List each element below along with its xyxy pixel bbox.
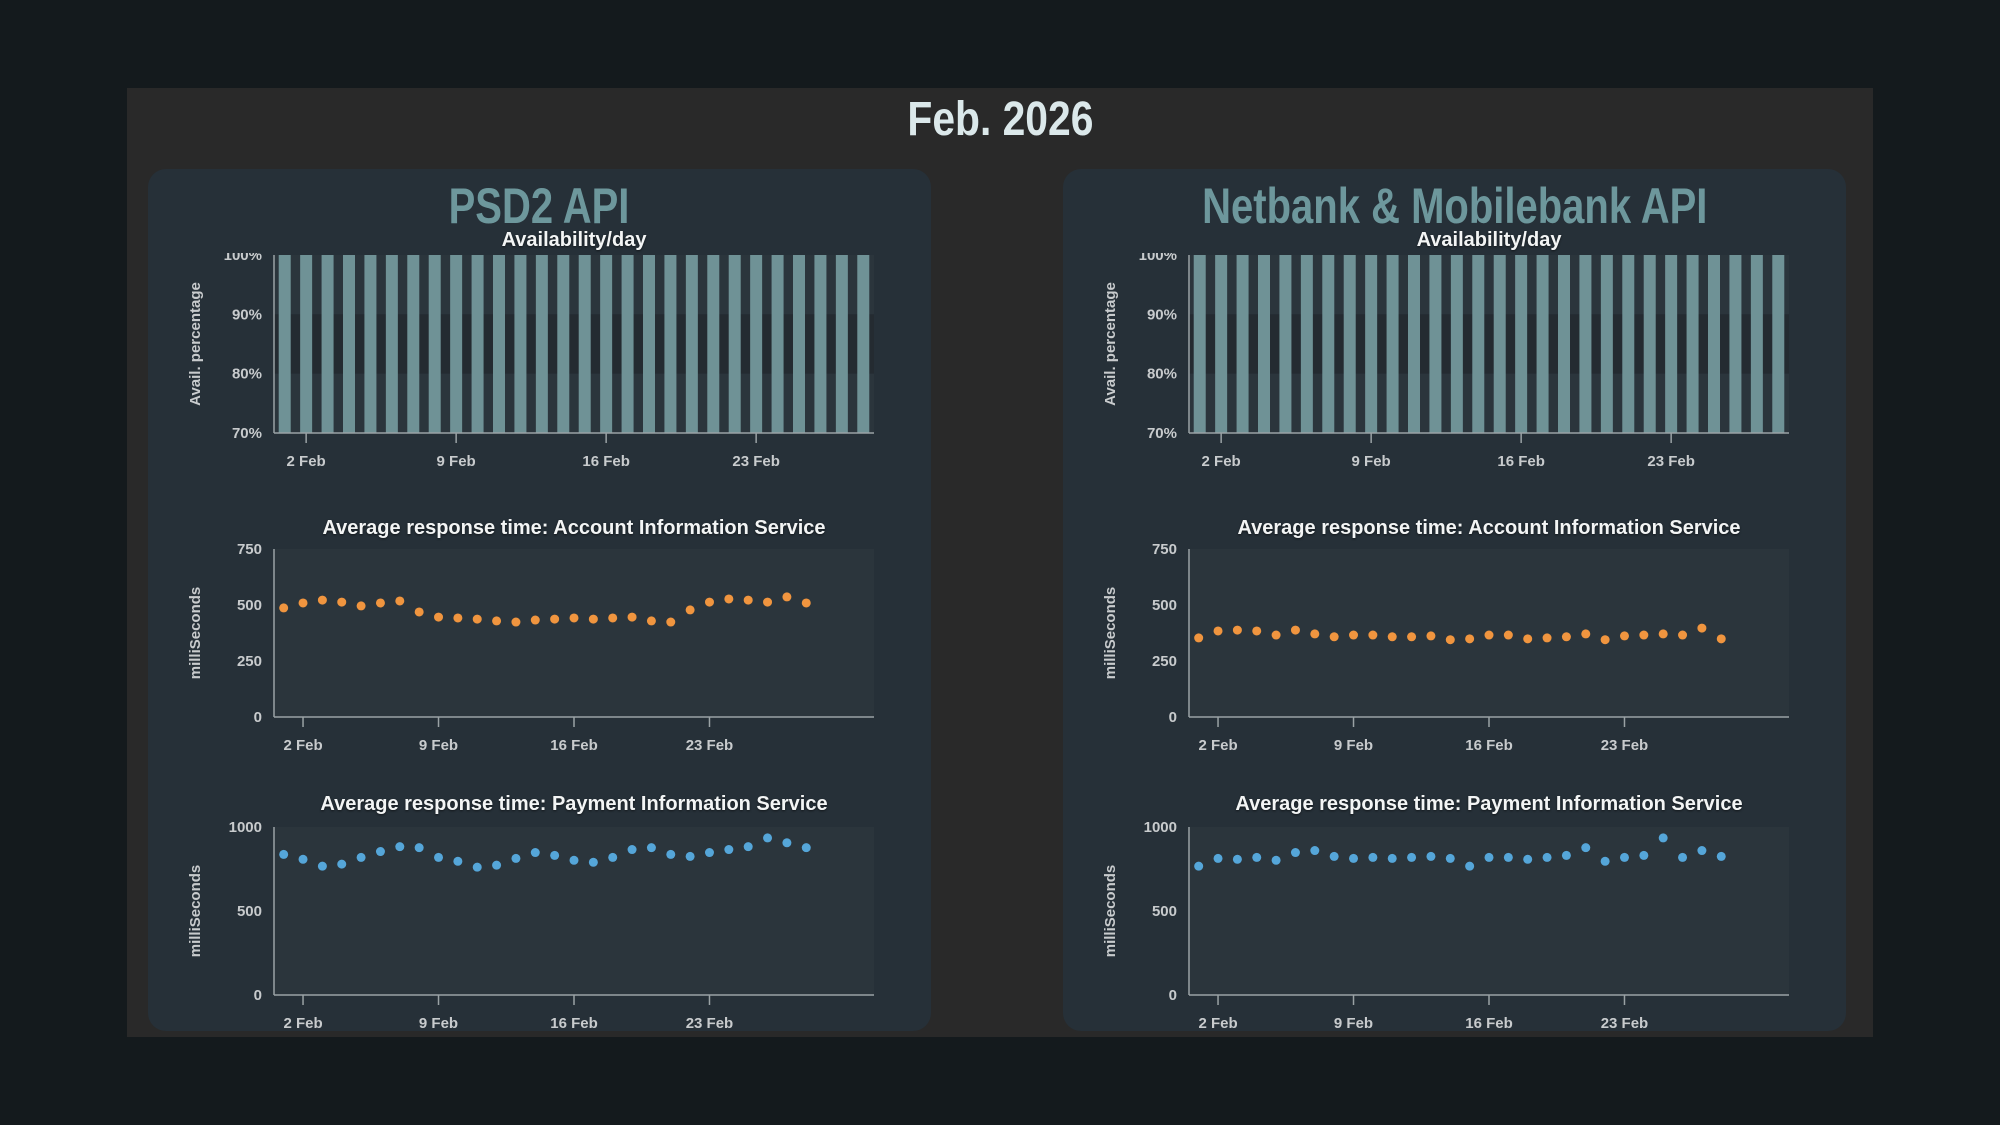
svg-text:9 Feb: 9 Feb — [1334, 1015, 1373, 1032]
svg-text:100%: 100% — [1139, 253, 1177, 264]
dashboard-container: Feb. 2026 PSD2 API Availability/day 100%… — [127, 88, 1873, 1037]
svg-text:milliSeconds: milliSeconds — [1102, 587, 1119, 680]
svg-text:500: 500 — [1152, 597, 1177, 614]
svg-text:500: 500 — [237, 597, 262, 614]
svg-text:23 Feb: 23 Feb — [1601, 737, 1649, 754]
panel-psd2-api: PSD2 API Availability/day 100% 90% 80% 70% 2… — [148, 169, 931, 1032]
svg-text:1000: 1000 — [1144, 819, 1177, 836]
svg-text:2 Feb: 2 Feb — [283, 737, 322, 754]
svg-text:250: 250 — [237, 653, 262, 670]
psd2-pis-scatter-chart[interactable]: 1000 500 0 2 Feb 9 Feb 16 Feb 23 Feb milliSecon… — [148, 819, 930, 1035]
svg-text:250: 250 — [1152, 653, 1177, 670]
svg-text:9 Feb: 9 Feb — [437, 453, 476, 469]
svg-text:Avail. percentage: Avail. percentage — [1102, 282, 1119, 406]
svg-text:Avail. percentage: Avail. percentage — [187, 282, 204, 406]
svg-text:16 Feb: 16 Feb — [1465, 1015, 1513, 1032]
svg-text:2 Feb: 2 Feb — [1198, 737, 1237, 754]
netbank-availability-bar-chart[interactable]: 100% 90% 80% 70% 2 Feb 9 Feb 16 Feb 23 Feb Avail… — [1063, 247, 1845, 470]
netbank-pis-scatter-chart[interactable]: 1000 500 0 2 Feb 9 Feb 16 Feb 23 Feb milliSecon… — [1063, 819, 1845, 1035]
svg-text:16 Feb: 16 Feb — [550, 737, 598, 754]
svg-text:500: 500 — [1152, 903, 1177, 920]
svg-text:23 Feb: 23 Feb — [686, 1015, 734, 1032]
netbank-pis-title: Average response time: Payment Informati… — [1235, 793, 1743, 815]
svg-text:9 Feb: 9 Feb — [1352, 453, 1391, 469]
svg-text:70%: 70% — [232, 425, 262, 442]
netbank-ais-scatter-chart[interactable]: 750 500 250 0 2 Feb 9 Feb 16 Feb 23 Feb milliSec… — [1063, 541, 1845, 757]
svg-text:0: 0 — [254, 987, 262, 1004]
psd2-availability-title: Availability/day — [501, 229, 647, 251]
panel-netbank-title: Netbank & Mobilebank API — [1201, 178, 1708, 234]
panel-psd2-title: PSD2 API — [449, 178, 630, 234]
page-title: Feb. 2026 — [127, 92, 1873, 147]
page-title-text: Feb. 2026 — [907, 93, 1093, 146]
svg-text:16 Feb: 16 Feb — [550, 1015, 598, 1032]
svg-text:23 Feb: 23 Feb — [732, 453, 780, 469]
svg-text:90%: 90% — [232, 306, 262, 323]
svg-text:2 Feb: 2 Feb — [283, 1015, 322, 1032]
panel-netbank-mobilebank-api: Netbank & Mobilebank API Availability/da… — [1063, 169, 1846, 1032]
psd2-pis-title: Average response time: Payment Informati… — [320, 793, 828, 815]
svg-text:9 Feb: 9 Feb — [419, 1015, 458, 1032]
svg-text:90%: 90% — [1147, 306, 1177, 323]
svg-text:100%: 100% — [224, 253, 262, 264]
svg-text:9 Feb: 9 Feb — [1334, 737, 1373, 754]
svg-text:2 Feb: 2 Feb — [1202, 453, 1241, 469]
svg-text:0: 0 — [1169, 709, 1177, 726]
svg-text:milliSeconds: milliSeconds — [187, 865, 204, 958]
svg-text:750: 750 — [1152, 541, 1177, 558]
psd2-ais-title: Average response time: Account Informati… — [322, 517, 826, 539]
svg-text:16 Feb: 16 Feb — [1497, 453, 1545, 469]
svg-text:23 Feb: 23 Feb — [1601, 1015, 1649, 1032]
svg-text:750: 750 — [237, 541, 262, 558]
svg-text:16 Feb: 16 Feb — [1465, 737, 1513, 754]
svg-text:80%: 80% — [1147, 366, 1177, 383]
svg-text:2 Feb: 2 Feb — [1198, 1015, 1237, 1032]
svg-text:milliSeconds: milliSeconds — [187, 587, 204, 680]
netbank-availability-title: Availability/day — [1416, 229, 1562, 251]
psd2-availability-bar-chart[interactable]: 100% 90% 80% 70% 2 Feb 9 Feb 16 Feb 23 Feb Avail… — [148, 247, 930, 470]
svg-text:80%: 80% — [232, 366, 262, 383]
svg-text:23 Feb: 23 Feb — [1647, 453, 1695, 469]
svg-text:1000: 1000 — [229, 819, 262, 836]
svg-text:9 Feb: 9 Feb — [419, 737, 458, 754]
svg-text:500: 500 — [237, 903, 262, 920]
svg-text:0: 0 — [1169, 987, 1177, 1004]
svg-text:2 Feb: 2 Feb — [287, 453, 326, 469]
svg-text:23 Feb: 23 Feb — [686, 737, 734, 754]
netbank-ais-title: Average response time: Account Informati… — [1237, 517, 1741, 539]
svg-text:0: 0 — [254, 709, 262, 726]
svg-text:milliSeconds: milliSeconds — [1102, 865, 1119, 958]
psd2-ais-scatter-chart[interactable]: 750 500 250 0 2 Feb 9 Feb 16 Feb 23 Feb milliSec… — [148, 541, 930, 757]
svg-text:70%: 70% — [1147, 425, 1177, 442]
svg-text:16 Feb: 16 Feb — [582, 453, 630, 469]
